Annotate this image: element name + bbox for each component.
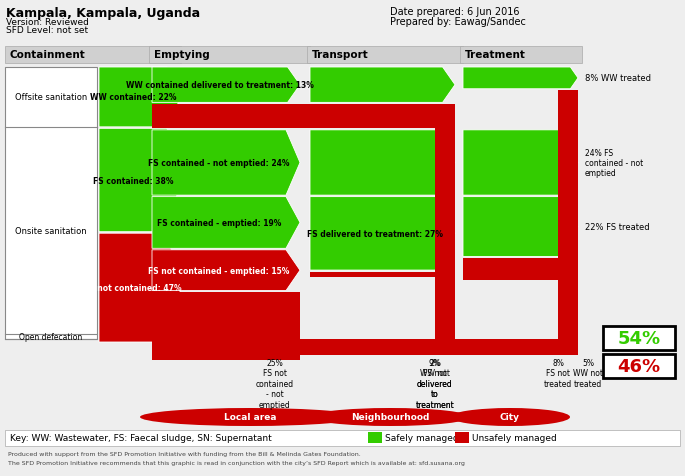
- Text: WW contained: 22%: WW contained: 22%: [90, 93, 176, 102]
- Text: Unsafely managed: Unsafely managed: [472, 434, 557, 443]
- Bar: [280, 355, 300, 360]
- Text: Date prepared: 6 Jun 2016: Date prepared: 6 Jun 2016: [390, 7, 519, 17]
- Bar: [5, 68, 97, 339]
- Text: Key: WW: Wastewater, FS: Faecal sludge, SN: Supernatant: Key: WW: Wastewater, FS: Faecal sludge, …: [10, 434, 272, 443]
- Text: FS contained - emptied: 19%: FS contained - emptied: 19%: [157, 218, 281, 228]
- Text: 25%
FS not
contained
- not
emptied: 25% FS not contained - not emptied: [256, 358, 294, 409]
- Text: 54%: 54%: [617, 329, 660, 347]
- Text: 5%
WW not
treated: 5% WW not treated: [573, 358, 603, 388]
- Bar: [5, 47, 181, 64]
- Text: 8%
FS not
treated: 8% FS not treated: [544, 358, 572, 388]
- Polygon shape: [152, 250, 300, 291]
- Text: Containment: Containment: [10, 50, 86, 60]
- Text: Offsite sanitation: Offsite sanitation: [15, 93, 87, 102]
- Polygon shape: [152, 130, 300, 196]
- Bar: [149, 47, 310, 64]
- Bar: [455, 432, 469, 443]
- Text: The SFD Promotion Initiative recommends that this graphic is read in conjunction: The SFD Promotion Initiative recommends …: [8, 460, 465, 465]
- Text: 2%
FS not
delivered
to
treatment: 2% FS not delivered to treatment: [416, 358, 454, 409]
- Polygon shape: [463, 68, 578, 89]
- Text: 46%: 46%: [617, 357, 660, 375]
- Ellipse shape: [310, 408, 470, 426]
- Bar: [0, 355, 685, 429]
- Polygon shape: [99, 68, 181, 128]
- Polygon shape: [99, 129, 181, 232]
- Ellipse shape: [450, 408, 570, 426]
- Bar: [603, 354, 675, 378]
- Bar: [5, 430, 680, 446]
- Text: WW contained delivered to treatment: 13%: WW contained delivered to treatment: 13%: [126, 81, 314, 90]
- Text: 8% WW treated: 8% WW treated: [585, 74, 651, 83]
- Bar: [368, 432, 382, 443]
- Bar: [307, 47, 463, 64]
- Text: Emptying: Emptying: [154, 50, 210, 60]
- Text: 24% FS
contained - not
emptied: 24% FS contained - not emptied: [585, 148, 643, 178]
- Bar: [152, 339, 578, 355]
- Text: Produced with support from the SFD Promotion Initiative with funding from the Bi: Produced with support from the SFD Promo…: [8, 451, 361, 456]
- Bar: [152, 105, 310, 129]
- Polygon shape: [152, 68, 300, 103]
- Polygon shape: [99, 234, 181, 342]
- Text: 9%
WW not
delivered
to
treatment: 9% WW not delivered to treatment: [416, 358, 454, 409]
- Ellipse shape: [140, 408, 360, 426]
- Text: Local area: Local area: [224, 413, 276, 422]
- Text: Prepared by: Eawag/Sandec: Prepared by: Eawag/Sandec: [390, 17, 526, 27]
- Text: Kampala, Kampala, Uganda: Kampala, Kampala, Uganda: [6, 7, 200, 20]
- Text: Transport: Transport: [312, 50, 369, 60]
- Bar: [152, 292, 300, 360]
- Polygon shape: [310, 130, 455, 196]
- Text: Safely managed: Safely managed: [385, 434, 459, 443]
- Text: City: City: [500, 413, 520, 422]
- Text: 22% FS treated: 22% FS treated: [585, 223, 649, 231]
- Text: FS not contained: 47%: FS not contained: 47%: [84, 284, 182, 292]
- Text: Version: Reviewed: Version: Reviewed: [6, 18, 89, 27]
- Text: FS contained: 38%: FS contained: 38%: [92, 176, 173, 185]
- Bar: [310, 272, 455, 278]
- Bar: [603, 327, 675, 350]
- Polygon shape: [310, 68, 455, 103]
- Bar: [435, 278, 455, 355]
- Text: FS contained - not emptied: 24%: FS contained - not emptied: 24%: [148, 159, 290, 168]
- Bar: [460, 47, 582, 64]
- Text: Open defecation: Open defecation: [19, 332, 83, 341]
- Bar: [558, 280, 578, 355]
- Text: FS not contained - emptied: 15%: FS not contained - emptied: 15%: [149, 266, 290, 275]
- Polygon shape: [463, 130, 578, 196]
- Polygon shape: [152, 197, 300, 249]
- Bar: [152, 105, 455, 129]
- Bar: [558, 91, 578, 355]
- Bar: [463, 258, 578, 280]
- Polygon shape: [310, 197, 455, 270]
- Text: Onsite sanitation: Onsite sanitation: [15, 226, 87, 235]
- Text: Neighbourhood: Neighbourhood: [351, 413, 429, 422]
- Text: Treatment: Treatment: [465, 50, 526, 60]
- Bar: [435, 129, 455, 355]
- Text: FS delivered to treatment: 27%: FS delivered to treatment: 27%: [308, 229, 443, 238]
- Polygon shape: [463, 197, 578, 257]
- Text: SFD Level: not set: SFD Level: not set: [6, 26, 88, 35]
